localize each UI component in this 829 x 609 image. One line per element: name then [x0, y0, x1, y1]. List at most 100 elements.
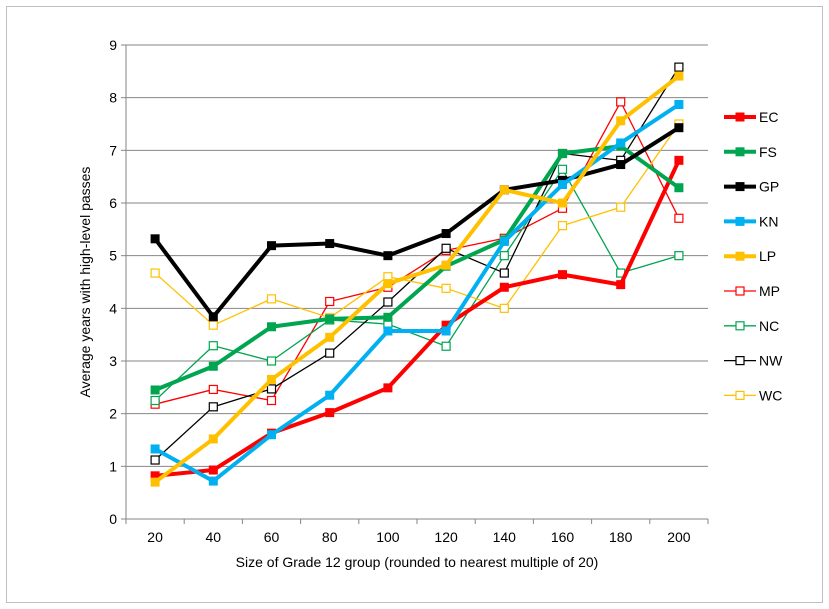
- legend-item-lp: LP: [724, 248, 776, 264]
- y-tick-label: 3: [109, 353, 117, 369]
- series-lp: [150, 71, 684, 487]
- y-tick-label: 2: [109, 406, 117, 422]
- data-point: [266, 395, 277, 406]
- x-tick-label: 60: [264, 529, 280, 545]
- axes: [121, 44, 709, 524]
- series-line: [153, 125, 680, 319]
- data-point: [616, 280, 626, 290]
- legend-item-wc: WC: [724, 387, 782, 403]
- data-point: [674, 123, 684, 133]
- y-tick-label: 5: [109, 248, 117, 264]
- legend-label: EC: [759, 109, 778, 125]
- legend-item-fs: FS: [724, 144, 777, 160]
- y-tick-label: 8: [109, 90, 117, 106]
- data-point: [674, 71, 684, 81]
- data-point: [499, 303, 509, 313]
- data-point: [383, 312, 393, 322]
- data-point: [383, 279, 393, 289]
- data-point: [383, 251, 393, 261]
- x-tick-label: 80: [322, 529, 338, 545]
- line-chart: 0 1 2 3 4 5 6 7 8 9 20 40 60 80 100 120 140 160 180 200 EC…: [77, 37, 783, 570]
- data-point: [616, 97, 626, 107]
- data-point: [325, 314, 335, 324]
- data-point: [674, 251, 684, 261]
- series-line: [154, 168, 680, 401]
- data-point: [208, 476, 218, 486]
- data-point: [325, 239, 335, 249]
- y-tick-label: 0: [109, 511, 117, 527]
- data-point: [674, 62, 684, 72]
- data-point: [616, 160, 626, 170]
- data-point: [616, 202, 626, 212]
- data-point: [674, 213, 684, 223]
- data-point: [266, 294, 277, 304]
- data-point: [674, 100, 684, 110]
- x-tick-label: 100: [376, 529, 400, 545]
- y-tick-labels: 0 1 2 3 4 5 6 7 8 9: [109, 37, 117, 527]
- series-mp: [150, 97, 684, 409]
- series-line: [154, 101, 680, 405]
- legend-swatch-marker: [735, 286, 745, 296]
- data-point: [150, 444, 160, 454]
- data-point: [558, 180, 567, 190]
- data-point: [150, 455, 160, 465]
- legend-swatch-marker: [735, 390, 745, 400]
- x-tick-label: 140: [493, 529, 517, 545]
- data-point: [267, 374, 276, 384]
- y-tick-label: 9: [109, 37, 117, 53]
- data-point: [441, 326, 451, 336]
- legend-item-ec: EC: [724, 109, 778, 125]
- legend-swatch-marker: [735, 182, 745, 192]
- legend-swatch-marker: [735, 356, 745, 366]
- data-point: [499, 236, 509, 246]
- data-point: [208, 361, 218, 371]
- x-tick-label: 20: [147, 529, 163, 545]
- data-point: [150, 234, 160, 244]
- data-point: [208, 434, 218, 444]
- data-point: [208, 384, 218, 395]
- data-point: [674, 155, 684, 165]
- data-point: [499, 268, 509, 278]
- data-point: [499, 251, 509, 261]
- legend-label: MP: [759, 283, 780, 299]
- data-point: [441, 229, 451, 239]
- x-tick-label: 120: [434, 529, 458, 545]
- data-point: [150, 477, 160, 487]
- series-line: [154, 159, 681, 478]
- y-axis-title: Average years with high-level passes: [77, 167, 93, 398]
- data-point: [208, 312, 218, 322]
- data-point: [441, 320, 451, 330]
- legend-swatch-marker: [735, 112, 745, 122]
- data-point: [150, 268, 160, 278]
- data-point: [441, 283, 451, 293]
- x-tick-label: 40: [206, 529, 222, 545]
- x-axis-title: Size of Grade 12 group (rounded to neare…: [236, 554, 599, 570]
- legend-item-mp: MP: [724, 283, 780, 299]
- legend-label: FS: [759, 144, 777, 160]
- data-point: [558, 270, 567, 280]
- series-lines: [150, 62, 684, 487]
- data-point: [616, 116, 626, 126]
- data-point: [266, 356, 277, 366]
- data-point: [266, 384, 277, 394]
- data-point: [325, 296, 335, 307]
- chart-frame: 0 1 2 3 4 5 6 7 8 9 20 40 60 80 100 120 140 160 180 200 EC…: [6, 6, 823, 603]
- series-ec: [150, 155, 684, 481]
- data-point: [441, 260, 451, 270]
- data-point: [499, 282, 509, 292]
- y-tick-label: 6: [109, 195, 117, 211]
- data-point: [150, 385, 160, 395]
- legend-label: NC: [759, 318, 779, 334]
- data-point: [499, 185, 509, 195]
- data-point: [208, 402, 218, 412]
- y-tick-label: 4: [109, 300, 117, 316]
- data-point: [383, 297, 393, 307]
- data-point: [616, 138, 626, 148]
- data-point: [150, 471, 160, 481]
- legend-swatch-marker: [735, 216, 745, 226]
- data-point: [208, 341, 218, 351]
- data-point: [557, 164, 568, 174]
- series-line: [153, 74, 681, 484]
- legend-item-nw: NW: [724, 353, 783, 369]
- series-line: [154, 66, 680, 461]
